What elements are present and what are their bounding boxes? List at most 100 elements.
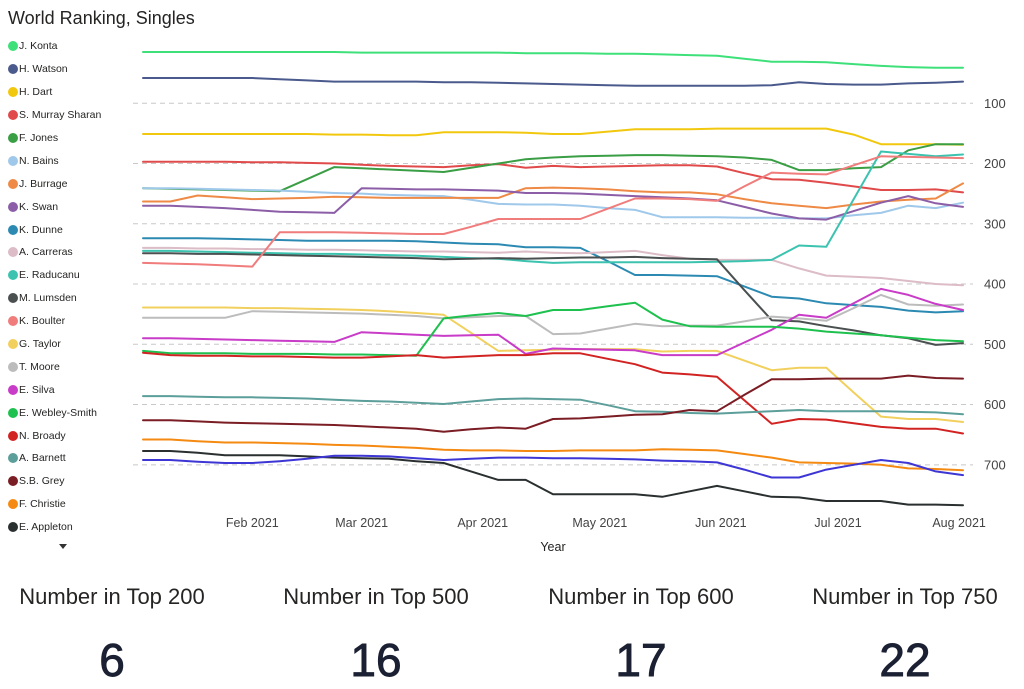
kpi-value: 16 [350,634,402,687]
kpi-label: Number in Top 200 [19,584,205,609]
legend-dot-icon [8,110,18,121]
legend-item[interactable]: M. Lumsden [8,287,136,310]
legend-item[interactable]: E. Silva [8,378,136,401]
legend: J. Konta H. Watson H. Dart S. Murray Sharan… [8,35,136,539]
legend-label: E. Silva [19,383,55,396]
legend-item[interactable]: A. Carreras [8,241,136,264]
legend-label: H. Watson [19,63,68,76]
legend-item[interactable]: N. Broady [8,424,136,447]
y-tick-label: 100 [984,96,1006,111]
legend-label: E. Appleton [19,521,73,534]
legend-scroll-down-button[interactable] [58,542,68,550]
legend-item[interactable]: E. Raducanu [8,264,136,287]
series-line-series-22[interactable] [142,454,964,479]
legend-item[interactable]: F. Jones [8,127,136,150]
series-line-e-webley-smith[interactable] [142,301,964,357]
legend-label: N. Broady [19,429,66,442]
legend-item[interactable]: J. Burrage [8,172,136,195]
y-axis: 100 200 300 400 500 600 700 [984,96,1006,473]
y-tick-label: 200 [984,156,1006,171]
legend-label: S. Murray Sharan [19,109,102,122]
kpi-card-top-500: Number in Top 500 16 [264,570,488,687]
series-line-e-appleton[interactable] [142,450,964,507]
kpi-value: 17 [615,634,667,687]
series-line-j-konta[interactable] [142,51,964,69]
legend-label: E. Webley-Smith [19,406,97,419]
legend-dot-icon [8,155,18,166]
legend-item[interactable]: E. Appleton [8,516,136,539]
legend-item[interactable]: N. Bains [8,149,136,172]
legend-dot-icon [8,361,18,372]
kpi-label: Number in Top 600 [548,584,734,609]
chart-title: World Ranking, Singles [8,8,195,28]
legend-dot-icon [8,407,18,418]
series-line-k-dunne[interactable] [142,237,964,314]
legend-label: E. Raducanu [19,269,80,282]
gridlines [133,102,973,466]
legend-label: J. Burrage [19,177,68,190]
kpi-card-top-750: Number in Top 750 22 [793,570,1017,686]
series-line-e-raducanu[interactable] [142,150,964,264]
legend-label: T. Moore [19,360,60,373]
legend-item[interactable]: E. Webley-Smith [8,401,136,424]
series-line-m-lumsden[interactable] [142,252,964,346]
series-line-h-dart[interactable] [142,127,964,146]
legend-item[interactable]: S. Murray Sharan [8,104,136,127]
legend-item[interactable]: A. Barnett [8,447,136,470]
legend-dot-icon [8,87,18,98]
series-line-n-bains[interactable] [142,187,964,220]
legend-label: K. Dunne [19,223,63,236]
series-line-a-barnett[interactable] [142,395,964,416]
kpi-label: Number in Top 750 [812,584,998,609]
kpi-value: 6 [99,634,125,687]
legend-item[interactable]: K. Boulter [8,310,136,333]
legend-item[interactable]: G. Taylor [8,333,136,356]
legend-label: N. Bains [19,154,59,167]
legend-dot-icon [8,178,18,189]
legend-dot-icon [8,41,18,52]
legend-item[interactable]: K. Dunne [8,218,136,241]
series-line-n-broady[interactable] [142,351,964,435]
legend-dot-icon [8,430,18,441]
legend-item[interactable]: K. Swan [8,195,136,218]
legend-dot-icon [8,316,18,327]
line-chart: 100 200 300 400 500 600 700 Feb 2021 Mar 2021 Ap… [133,51,1006,554]
series-line-k-boulter[interactable] [142,155,964,268]
legend-item[interactable]: J. Konta [8,35,136,58]
series-line-g-taylor[interactable] [142,306,964,423]
legend-label: F. Christie [19,498,66,511]
series-line-e-silva[interactable] [142,287,964,357]
series-line-j-burrage[interactable] [142,182,964,210]
legend-dot-icon [8,247,18,258]
legend-dot-icon [8,64,18,75]
legend-item[interactable]: S.B. Grey [8,470,136,493]
legend-item[interactable]: H. Dart [8,81,136,104]
legend-item[interactable]: T. Moore [8,355,136,378]
series-line-k-swan[interactable] [142,187,964,221]
x-tick-label: Jul 2021 [814,516,861,530]
legend-label: A. Carreras [19,246,73,259]
legend-dot-icon [8,476,18,487]
legend-dot-icon [8,270,18,281]
legend-dot-icon [8,201,18,212]
x-tick-label: Jun 2021 [695,516,746,530]
legend-dot-icon [8,384,18,395]
legend-dot-icon [8,499,18,510]
series-line-s-murray-sharan[interactable] [142,160,964,194]
series-line-t-moore[interactable] [142,293,964,336]
y-tick-label: 400 [984,277,1006,292]
legend-item[interactable]: F. Christie [8,493,136,516]
x-tick-label: Apr 2021 [457,516,508,530]
x-axis-title: Year [540,540,565,554]
x-tick-label: Feb 2021 [226,516,279,530]
series-line-s-b-grey[interactable] [142,374,964,433]
legend-label: G. Taylor [19,338,61,351]
legend-item[interactable]: H. Watson [8,58,136,81]
legend-dot-icon [8,224,18,235]
legend-label: A. Barnett [19,452,66,465]
series-line-h-watson[interactable] [142,77,964,87]
series-line-f-christie[interactable] [142,438,964,472]
x-tick-label: May 2021 [572,516,627,530]
series-line-a-carreras[interactable] [142,246,964,287]
x-tick-label: Mar 2021 [335,516,388,530]
